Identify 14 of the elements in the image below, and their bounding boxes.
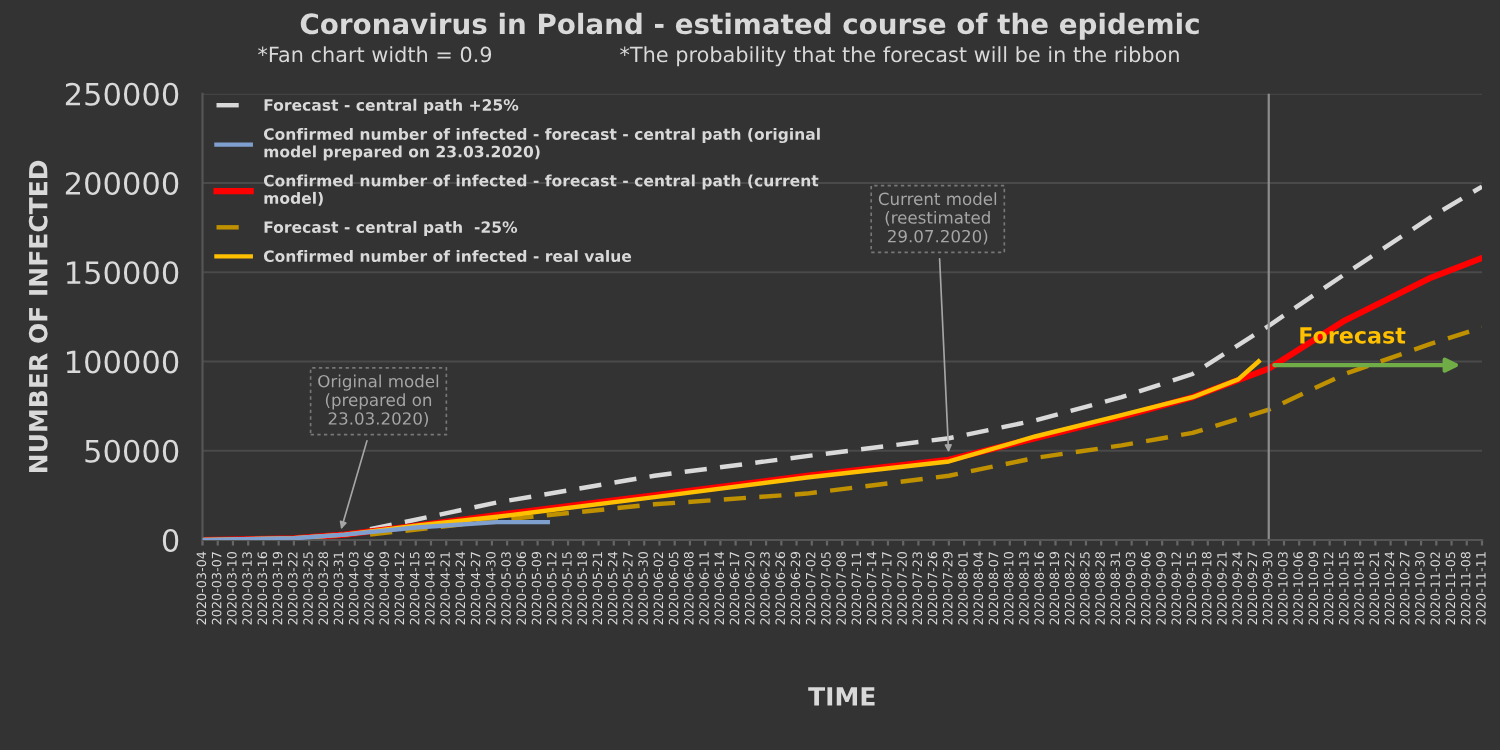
chart-subtitle: *Fan chart width = 0.9 bbox=[258, 46, 492, 63]
y-tick-label: 250000 bbox=[65, 82, 179, 106]
x-axis-title: TIME bbox=[808, 687, 875, 706]
y-axis-title: NUMBER OF INFECTED bbox=[28, 160, 48, 472]
y-tick-label: 150000 bbox=[66, 261, 179, 285]
y-tick-label: 50000 bbox=[85, 439, 179, 463]
annotation: Current model (reestimated 29.07.2020) bbox=[878, 192, 997, 245]
annotation: Original model (prepared on 23.03.2020) bbox=[318, 374, 439, 427]
y-tick-label: 0 bbox=[162, 528, 179, 553]
y-tick-label: 100000 bbox=[66, 350, 179, 374]
y-tick-label: 200000 bbox=[65, 171, 179, 196]
text: *The probability that the forecast will be in the ribbon bbox=[620, 46, 1179, 67]
chart-title: Coronavirus in Poland - estimated course of the epidemic bbox=[300, 12, 1199, 40]
line-series bbox=[202, 519, 550, 540]
